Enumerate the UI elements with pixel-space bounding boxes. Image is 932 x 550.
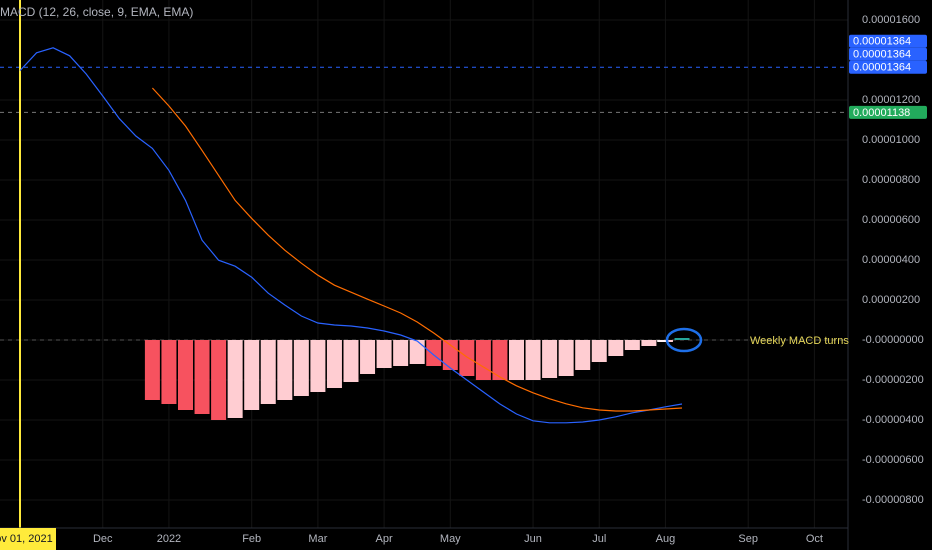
histogram-bar [459,340,475,376]
price-badge-label: 0.00001364 [853,62,911,74]
y-tick-label: -0.00000600 [862,454,924,466]
y-tick-label: 0.00000600 [862,214,920,226]
histogram-bar [426,340,442,366]
y-tick-label: 0.00000800 [862,174,920,186]
y-tick-label: 0.00001600 [862,14,920,26]
x-tick-label: Apr [376,533,393,545]
histogram-bar [393,340,409,366]
histogram-bar [674,338,690,340]
histogram-bar [310,340,326,392]
histogram-bar [475,340,491,380]
histogram-bar [409,340,425,364]
histogram-bar [624,340,640,350]
crosshair-label: Nov 01, 2021 [0,533,53,545]
y-tick-label: -0.00000200 [862,374,924,386]
histogram-bar [608,340,624,356]
histogram-bar [591,340,607,362]
histogram-bar [641,340,657,346]
crosshair-label-box [0,528,56,550]
histogram-bar [178,340,193,410]
y-tick-label: 0.00001200 [862,94,920,106]
histogram-bar [509,340,524,380]
histogram-bar [260,340,276,404]
y-tick-label: -0.00000400 [862,414,924,426]
y-tick-label: 0.00000400 [862,254,920,266]
histogram-bar [376,340,392,368]
price-badge [849,60,927,74]
annotation-circle [665,327,703,353]
price-badge-label: 0.00001364 [853,36,911,48]
series-line [151,87,683,412]
y-tick-label: -0.00000800 [862,494,924,506]
x-tick-label: May [440,533,461,545]
price-badge [849,47,927,61]
x-tick-label: 2022 [157,533,181,545]
histogram-bar [244,340,260,410]
histogram-bar [542,340,558,378]
price-badge-label: 0.00001364 [853,49,911,61]
indicator-title: MACD (12, 26, close, 9, EMA, EMA) [0,5,193,19]
histogram-bar [343,340,359,382]
annotation-text: Weekly MACD turns [750,335,849,347]
y-tick-label: 0.00000200 [862,294,920,306]
y-tick-label: 0.00001000 [862,134,920,146]
y-tick-label: -0.00000000 [862,334,924,346]
histogram-bar [575,340,591,370]
histogram-bar [492,340,508,380]
histogram-bar [277,340,293,400]
price-badge-label: 0.00001138 [853,107,910,119]
x-tick-label: Sep [738,533,758,545]
histogram-bar [161,340,177,404]
x-tick-label: Aug [656,533,676,545]
x-tick-label: Oct [806,533,823,545]
histogram-bar [144,340,160,400]
price-badge [849,34,927,48]
x-tick-label: Feb [242,533,261,545]
histogram-bar [211,340,227,420]
x-tick-label: Jun [524,533,542,545]
histogram-bar [227,340,243,418]
x-tick-label: Dec [93,533,113,545]
histogram-bar [293,340,309,396]
histogram-bar [525,340,541,380]
x-tick-label: Jul [592,533,606,545]
histogram-bar [194,340,210,414]
price-badge [849,105,927,119]
histogram-bar [360,340,376,374]
histogram-bar [558,340,574,376]
x-tick-label: Mar [308,533,327,545]
series-line [19,47,683,424]
histogram-bar [326,340,342,388]
